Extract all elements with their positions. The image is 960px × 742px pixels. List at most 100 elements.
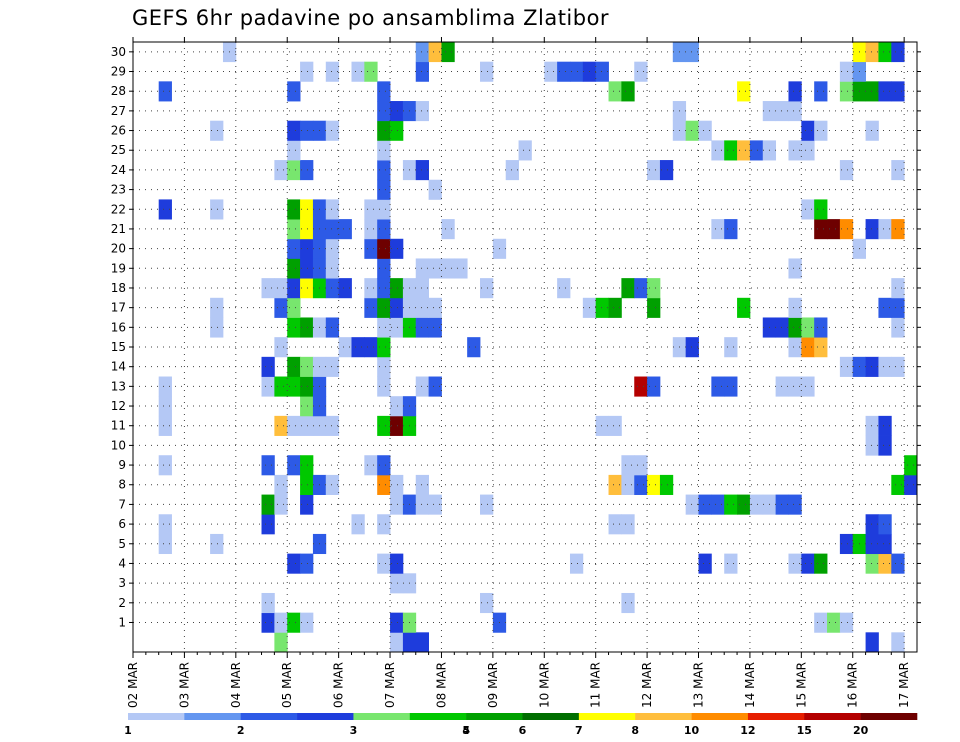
heatmap-cell (608, 415, 622, 436)
heatmap-cell (891, 278, 905, 299)
heatmap-cell (377, 120, 391, 141)
heatmap-cell (300, 474, 314, 495)
heatmap-cell (878, 415, 892, 436)
heatmap-cell (814, 219, 828, 240)
heatmap-cell (377, 317, 391, 338)
y-tick-label: 16 (111, 320, 126, 334)
heatmap-cell (377, 553, 391, 574)
y-tick-label: 28 (111, 84, 126, 98)
heatmap-cell (904, 455, 918, 476)
heatmap-cell (325, 199, 340, 220)
heatmap-cell (377, 514, 391, 535)
heatmap-cell (261, 376, 275, 397)
heatmap-cell (390, 317, 404, 338)
y-tick-label: 30 (111, 45, 126, 59)
heatmap-cell (595, 61, 609, 82)
heatmap-cell (441, 219, 455, 240)
heatmap-cell (300, 317, 314, 338)
heatmap-cell (402, 632, 417, 653)
heatmap-cell (325, 219, 340, 240)
y-tick-label: 12 (111, 399, 126, 413)
heatmap-cell (390, 553, 404, 574)
heatmap-cell (814, 337, 828, 358)
heatmap-cell (595, 415, 609, 436)
y-tick-label: 15 (111, 340, 126, 354)
heatmap-cell (377, 356, 391, 377)
heatmap-cell (287, 258, 301, 279)
heatmap-cell (300, 219, 314, 240)
colorbar-segment (128, 713, 185, 720)
x-tick-label: 15 MAR (794, 662, 808, 708)
heatmap-cell (415, 61, 429, 82)
heatmap-cell (364, 455, 378, 476)
heatmap-cell (325, 474, 340, 495)
heatmap-cell (300, 612, 314, 633)
heatmap-cell (737, 81, 751, 102)
heatmap-cell (274, 278, 288, 299)
heatmap-cell (274, 297, 288, 318)
heatmap-cell (158, 396, 172, 417)
heatmap-cell (878, 435, 892, 456)
heatmap-cell (300, 160, 314, 181)
heatmap-cell (428, 317, 442, 338)
heatmap-cell (814, 120, 828, 141)
heatmap-cell (287, 612, 301, 633)
heatmap-cell (891, 356, 905, 377)
heatmap-cell (480, 494, 494, 515)
heatmap-cell (634, 278, 648, 299)
x-tick-label: 03 MAR (177, 662, 191, 708)
heatmap-cell (878, 219, 892, 240)
heatmap-cell (287, 297, 301, 318)
heatmap-cell (878, 514, 892, 535)
heatmap-cell (415, 101, 429, 122)
heatmap-cell (390, 415, 404, 436)
heatmap-cell (325, 278, 340, 299)
heatmap-cell (377, 376, 391, 397)
heatmap-cell (428, 494, 442, 515)
colorbar-label: 12 (740, 724, 755, 737)
heatmap-cell (891, 297, 905, 318)
heatmap-cell (300, 494, 314, 515)
heatmap-cell (891, 474, 905, 495)
heatmap-cell (878, 42, 892, 63)
colorbar-segment (860, 713, 918, 720)
heatmap-cell (698, 553, 712, 574)
heatmap-cell (724, 219, 738, 240)
heatmap-cell (801, 199, 815, 220)
heatmap-cell (647, 160, 661, 181)
heatmap-cell (158, 514, 172, 535)
heatmap-cell (788, 81, 802, 102)
heatmap-cell (749, 140, 764, 161)
heatmap-cell (377, 474, 391, 495)
heatmap-cell (261, 514, 275, 535)
heatmap-cell (300, 238, 314, 259)
heatmap-cell (377, 81, 391, 102)
colorbar-segment (691, 713, 749, 720)
colorbar-segment (522, 713, 580, 720)
heatmap-cell (274, 337, 288, 358)
heatmap-cell (377, 101, 391, 122)
heatmap-cell (377, 297, 391, 318)
heatmap-cell (865, 415, 879, 436)
heatmap-cell (415, 258, 429, 279)
heatmap-cell (351, 514, 365, 535)
heatmap-cell (338, 219, 352, 240)
heatmap-cell (287, 455, 301, 476)
heatmap-cell (711, 140, 725, 161)
heatmap-cell (158, 81, 172, 102)
heatmap-cell (569, 61, 584, 82)
heatmap-cell (595, 297, 609, 318)
heatmap-cell (300, 356, 314, 377)
heatmap-cell (261, 612, 275, 633)
colorbar-label: 4 (462, 724, 470, 737)
heatmap-cell (724, 376, 738, 397)
colorbar-label: 7 (575, 724, 583, 737)
heatmap-cell (827, 612, 841, 633)
heatmap-cell (801, 120, 815, 141)
heatmap-cell (428, 42, 442, 63)
heatmap-cell (390, 101, 404, 122)
heatmap-cell (788, 140, 802, 161)
colorbar-segment (409, 713, 467, 720)
y-tick-label: 8 (118, 478, 126, 492)
heatmap-cell (737, 297, 751, 318)
